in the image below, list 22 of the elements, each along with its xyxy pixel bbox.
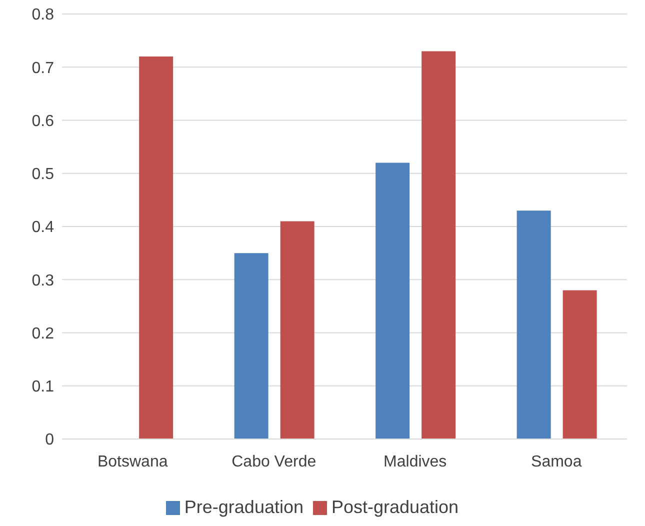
bar — [280, 221, 314, 439]
y-tick-label: 0.4 — [32, 219, 54, 236]
y-tick-label: 0.8 — [32, 6, 54, 24]
y-tick-label: 0.6 — [32, 112, 54, 130]
y-tick-label: 0.5 — [32, 166, 54, 184]
y-tick-label: 0.2 — [32, 325, 54, 342]
bar — [422, 51, 456, 439]
x-tick-label: Maldives — [384, 453, 447, 470]
x-tick-label: Cabo Verde — [232, 453, 316, 470]
y-tick-label: 0.7 — [32, 60, 54, 77]
bar — [139, 56, 174, 439]
y-tick-label: 0 — [45, 432, 54, 449]
legend-label: Post-graduation — [331, 497, 459, 517]
x-tick-label: Botswana — [97, 453, 168, 470]
bar — [234, 253, 268, 439]
bar — [376, 162, 410, 439]
y-tick-label: 0.3 — [32, 272, 54, 290]
y-tick-label: 0.1 — [32, 378, 54, 396]
bar — [516, 210, 551, 439]
x-tick-label: Samoa — [531, 453, 582, 470]
legend-label: Pre-graduation — [184, 497, 304, 517]
bar — [562, 290, 597, 439]
